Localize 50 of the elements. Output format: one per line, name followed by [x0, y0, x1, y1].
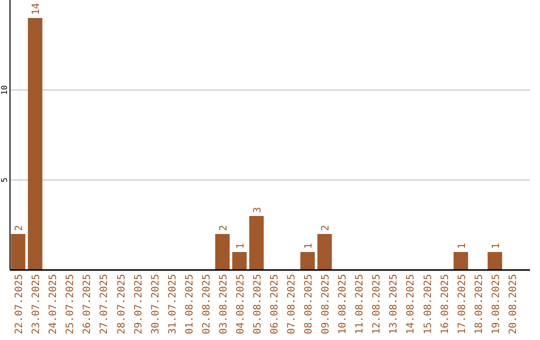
x-tick-label: 24.07.2025: [48, 274, 60, 334]
data-label: 1: [304, 242, 315, 249]
x-tick-label: 30.07.2025: [150, 274, 162, 334]
x-tick-label: 11.08.2025: [354, 274, 366, 334]
data-label: 14: [31, 2, 42, 15]
bar: [215, 234, 230, 270]
y-tick-label: 10: [0, 85, 9, 95]
bar: [488, 252, 502, 270]
x-tick-label: 09.08.2025: [320, 274, 332, 334]
x-tick-label: 01.08.2025: [184, 274, 196, 334]
x-tick-label: 13.08.2025: [388, 274, 400, 334]
x-tick-label: 06.08.2025: [270, 274, 281, 334]
x-tick-label: 03.08.2025: [218, 274, 230, 334]
x-tick-label: 26.07.2025: [82, 274, 94, 334]
x-tick-label: 25.07.2025: [65, 274, 76, 334]
bar: [28, 18, 42, 270]
bar: [317, 234, 332, 270]
bar: [249, 216, 264, 270]
x-tick-label: 17.08.2025: [456, 274, 468, 334]
x-tick-label: 31.07.2025: [167, 274, 178, 334]
y-tick-label: 5: [0, 177, 9, 182]
data-label: 2: [14, 224, 26, 231]
data-label: 2: [320, 224, 332, 231]
x-tick-label: 19.08.2025: [490, 274, 502, 334]
data-label: 2: [218, 224, 230, 231]
data-label: 3: [252, 206, 264, 213]
x-tick-label: 29.07.2025: [133, 274, 144, 334]
x-tick-label: 14.08.2025: [406, 274, 417, 334]
x-tick-label: 10.08.2025: [338, 274, 349, 334]
data-label: 1: [456, 242, 468, 249]
x-tick-label: 16.08.2025: [440, 274, 451, 334]
x-tick-label: 28.07.2025: [116, 274, 128, 334]
x-tick-label: 02.08.2025: [201, 274, 212, 334]
bar: [10, 234, 26, 270]
x-tick-label: 20.08.2025: [508, 274, 519, 334]
x-tick-label: 05.08.2025: [252, 274, 264, 334]
x-tick-label: 07.08.2025: [286, 274, 298, 334]
x-tick-label: 04.08.2025: [235, 274, 246, 334]
bar: [232, 252, 247, 270]
x-tick-label: 12.08.2025: [372, 274, 383, 334]
bar: [300, 252, 315, 270]
x-tick-label: 08.08.2025: [304, 274, 315, 334]
x-tick-label: 18.08.2025: [474, 274, 485, 334]
x-tick-label: 23.07.2025: [31, 274, 42, 334]
data-label: 1: [235, 242, 246, 249]
x-tick-label: 15.08.2025: [422, 274, 434, 334]
x-tick-label: 22.07.2025: [14, 274, 26, 334]
bar: [454, 252, 468, 270]
x-tick-label: 27.07.2025: [99, 274, 110, 334]
data-label: 1: [490, 242, 502, 249]
